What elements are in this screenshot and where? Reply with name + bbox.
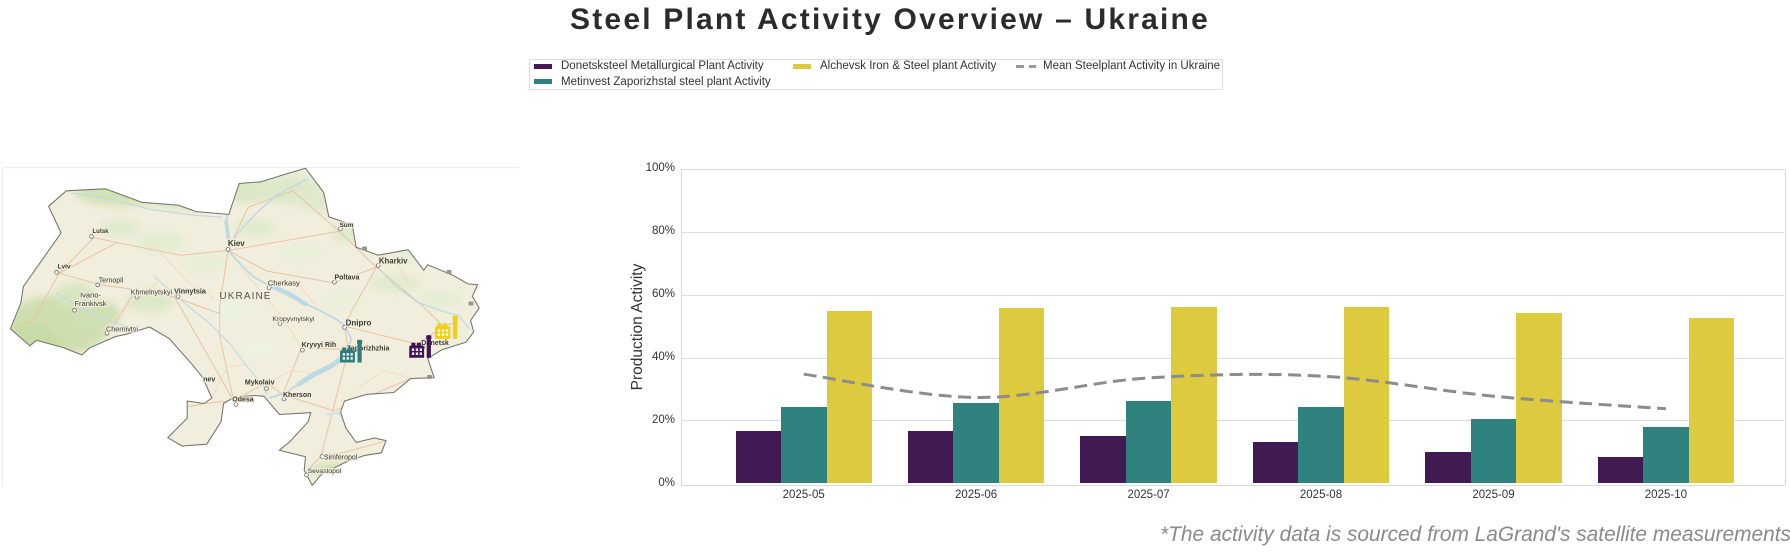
svg-text:Zaporizhzhia: Zaporizhzhia <box>347 346 390 353</box>
svg-text:Simferopol: Simferopol <box>324 455 358 462</box>
svg-text:Kharkiv: Kharkiv <box>379 257 408 266</box>
svg-text:Lutsk: Lutsk <box>92 229 109 235</box>
svg-text:Kherson: Kherson <box>283 392 311 399</box>
svg-text:nev: nev <box>203 377 215 384</box>
svg-text:Mykolaiv: Mykolaiv <box>245 380 275 387</box>
svg-text:Khmelnytskyi: Khmelnytskyi <box>131 290 173 297</box>
svg-text:Donetsk: Donetsk <box>421 340 449 347</box>
svg-text:Ivano-: Ivano- <box>80 291 101 300</box>
svg-text:Sum: Sum <box>339 222 353 229</box>
svg-text:Kryvyi Rih: Kryvyi Rih <box>302 342 337 349</box>
svg-text:UKRAINE: UKRAINE <box>219 291 271 302</box>
svg-text:Poltava: Poltava <box>334 274 359 281</box>
svg-text:Dnipro: Dnipro <box>346 318 372 327</box>
svg-text:Kropyvnytskyi: Kropyvnytskyi <box>272 316 314 323</box>
svg-text:Odesa: Odesa <box>232 397 254 404</box>
svg-text:Chernivtsi: Chernivtsi <box>106 324 138 333</box>
svg-text:Kiev: Kiev <box>228 239 245 248</box>
svg-text:Ternopil: Ternopil <box>99 278 124 285</box>
svg-text:Lviv: Lviv <box>57 264 70 271</box>
svg-text:Cherkasy: Cherkasy <box>268 278 300 287</box>
svg-text:Frankivsk: Frankivsk <box>74 299 106 308</box>
svg-text:Sevastopol: Sevastopol <box>308 468 342 475</box>
svg-text:Vinnytsia: Vinnytsia <box>174 287 207 296</box>
